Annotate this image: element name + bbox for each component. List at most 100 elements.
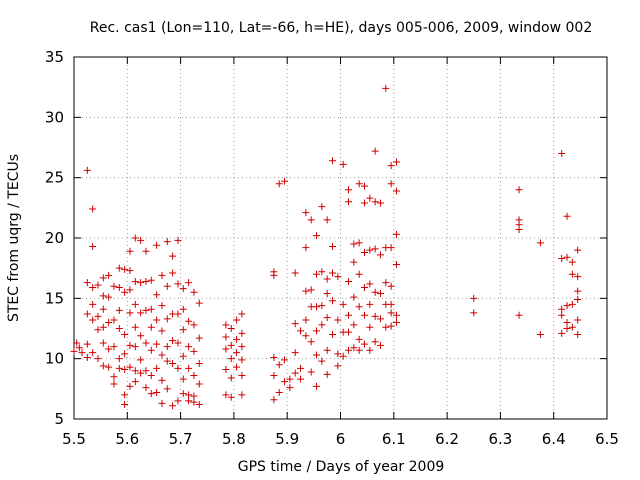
data-point (318, 203, 326, 211)
data-point (558, 305, 566, 313)
data-point (115, 264, 123, 272)
data-point (574, 273, 582, 281)
data-point (185, 279, 193, 287)
data-point (174, 310, 182, 318)
data-point (307, 216, 315, 224)
data-point (89, 316, 97, 324)
data-point (307, 368, 315, 376)
data-point (137, 369, 145, 377)
grid-lines (74, 57, 607, 419)
data-point (163, 282, 171, 290)
data-point (344, 198, 352, 206)
data-point (99, 339, 107, 347)
data-point (222, 345, 230, 353)
data-point (568, 300, 576, 308)
data-point (174, 339, 182, 347)
data-point (344, 311, 352, 319)
y-tick-label: 15 (45, 289, 64, 307)
data-point (360, 340, 368, 348)
chart-title: Rec. cas1 (Lon=110, Lat=-66, h=HE), days… (90, 20, 592, 36)
data-point (99, 305, 107, 313)
y-axis-title: STEC from uqrg / TECUs (6, 154, 22, 322)
data-point (350, 293, 358, 301)
data-point (376, 199, 384, 207)
data-point (190, 288, 198, 296)
data-point (270, 271, 278, 279)
data-point (190, 321, 198, 329)
data-point (169, 252, 177, 260)
data-point (142, 247, 150, 255)
data-point (366, 300, 374, 308)
data-point (99, 323, 107, 331)
data-point (302, 287, 310, 295)
data-point (536, 239, 544, 247)
data-point (190, 398, 198, 406)
data-point (142, 339, 150, 347)
data-point (89, 349, 97, 357)
data-point (185, 397, 193, 405)
data-point (222, 321, 230, 329)
data-point (105, 363, 113, 371)
data-point (392, 318, 400, 326)
data-point (83, 166, 91, 174)
data-point (126, 247, 134, 255)
y-tick-label: 10 (45, 350, 64, 368)
data-point (83, 340, 91, 348)
data-point (153, 291, 161, 299)
data-point (376, 251, 384, 259)
data-point (371, 198, 379, 206)
data-point (470, 294, 478, 302)
data-point (137, 236, 145, 244)
data-point (137, 332, 145, 340)
data-point (153, 340, 161, 348)
data-point (169, 402, 177, 410)
data-point (387, 309, 395, 317)
data-point (89, 283, 97, 291)
data-point (238, 356, 246, 364)
data-point (387, 180, 395, 188)
data-point (387, 162, 395, 170)
data-point (70, 347, 78, 355)
data-point (568, 258, 576, 266)
data-point (105, 271, 113, 279)
data-point (163, 238, 171, 246)
data-point (94, 281, 102, 289)
data-point (83, 279, 91, 287)
data-point (318, 302, 326, 310)
data-point (344, 186, 352, 194)
data-point (323, 216, 331, 224)
data-point (185, 343, 193, 351)
data-point (318, 268, 326, 276)
data-point (302, 316, 310, 324)
data-point (147, 390, 155, 398)
data-point (329, 157, 337, 165)
x-tick-label: 5.9 (275, 430, 299, 448)
data-point (275, 180, 283, 188)
data-point (233, 363, 241, 371)
data-point (131, 300, 139, 308)
data-point (297, 375, 305, 383)
y-tick-label: 30 (45, 108, 64, 126)
data-point (307, 338, 315, 346)
data-point (371, 338, 379, 346)
data-point (131, 277, 139, 285)
data-point (195, 334, 203, 342)
data-point (563, 318, 571, 326)
data-point (179, 375, 187, 383)
data-point (339, 300, 347, 308)
data-point (115, 364, 123, 372)
data-point (313, 382, 321, 390)
data-point (275, 361, 283, 369)
x-tick-label: 5.8 (222, 430, 246, 448)
data-point (179, 352, 187, 360)
data-point (323, 346, 331, 354)
data-point (318, 357, 326, 365)
data-point (568, 323, 576, 331)
data-point (307, 286, 315, 294)
data-point (355, 270, 363, 278)
data-point (563, 325, 571, 332)
data-point (275, 388, 283, 396)
x-tick-label: 5.6 (115, 430, 139, 448)
data-point (222, 391, 230, 399)
data-point (563, 253, 571, 261)
